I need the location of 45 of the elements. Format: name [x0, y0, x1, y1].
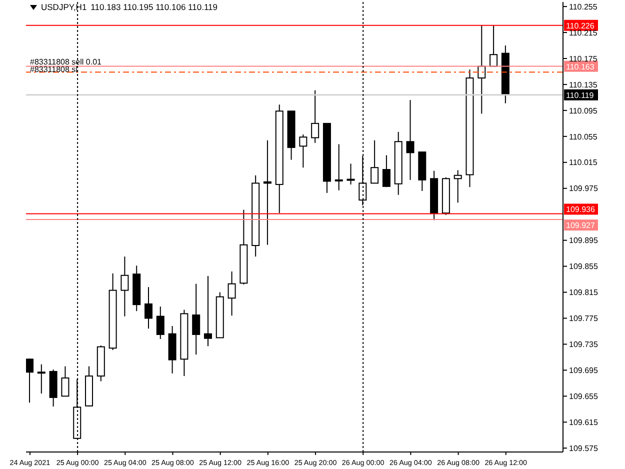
- y-tick-label: 109.895: [569, 236, 598, 246]
- candlestick: [61, 366, 70, 397]
- y-tick-label: 109.615: [569, 418, 598, 427]
- y-tick-label: 109.695: [569, 366, 598, 376]
- y-tick-label: 110.215: [569, 28, 598, 38]
- candlestick: [346, 163, 355, 185]
- candlestick: [144, 286, 152, 330]
- candlestick: [263, 140, 272, 246]
- annotation: #83311808 sl: [30, 65, 78, 74]
- y-tick-label: 110.135: [569, 80, 598, 90]
- candlestick: [228, 270, 236, 316]
- candlestick: [311, 90, 320, 144]
- y-tick-label: 109.735: [569, 340, 598, 350]
- candlestick: [26, 358, 34, 404]
- chart-subtitle: 110.183 110.195 110.106 110.119: [90, 2, 218, 12]
- ref-line-label: 109.927: [566, 221, 596, 230]
- chart-title: USDJPY,H1: [41, 2, 87, 12]
- candlestick: [454, 170, 462, 204]
- annotation: #83311808 sell 0.01: [30, 57, 102, 66]
- y-tick-label: 110.255: [569, 2, 598, 12]
- y-tick-label: 109.855: [569, 262, 598, 272]
- y-tick-label: 110.095: [569, 106, 598, 116]
- ref-line-label: 110.119: [566, 90, 594, 100]
- candlestick: [204, 276, 212, 347]
- ref-line-label: 110.163: [566, 62, 595, 72]
- y-tick-label: 109.815: [569, 288, 598, 298]
- candlestick: [120, 256, 129, 317]
- candlestick: [382, 154, 390, 188]
- ref-line-label: 110.226: [566, 21, 595, 30]
- candlestick: [334, 144, 343, 191]
- y-tick-label: 110.175: [569, 54, 598, 64]
- y-tick-label: 109.655: [569, 392, 598, 401]
- candlestick: [156, 306, 164, 340]
- y-tick-label: 110.015: [569, 158, 598, 168]
- candlestick: [490, 24, 498, 67]
- y-tick-label: 110.055: [569, 132, 598, 142]
- candlestick: [299, 134, 308, 168]
- candlestick: [37, 364, 46, 394]
- y-tick-label: 109.975: [569, 184, 598, 194]
- candlestick: [370, 140, 379, 184]
- candlestick: [406, 100, 414, 180]
- candlestick: [192, 283, 200, 356]
- ref-line-label: 109.936: [566, 205, 596, 214]
- y-tick-label: 109.575: [569, 444, 598, 453]
- y-tick-label: 109.775: [569, 314, 598, 324]
